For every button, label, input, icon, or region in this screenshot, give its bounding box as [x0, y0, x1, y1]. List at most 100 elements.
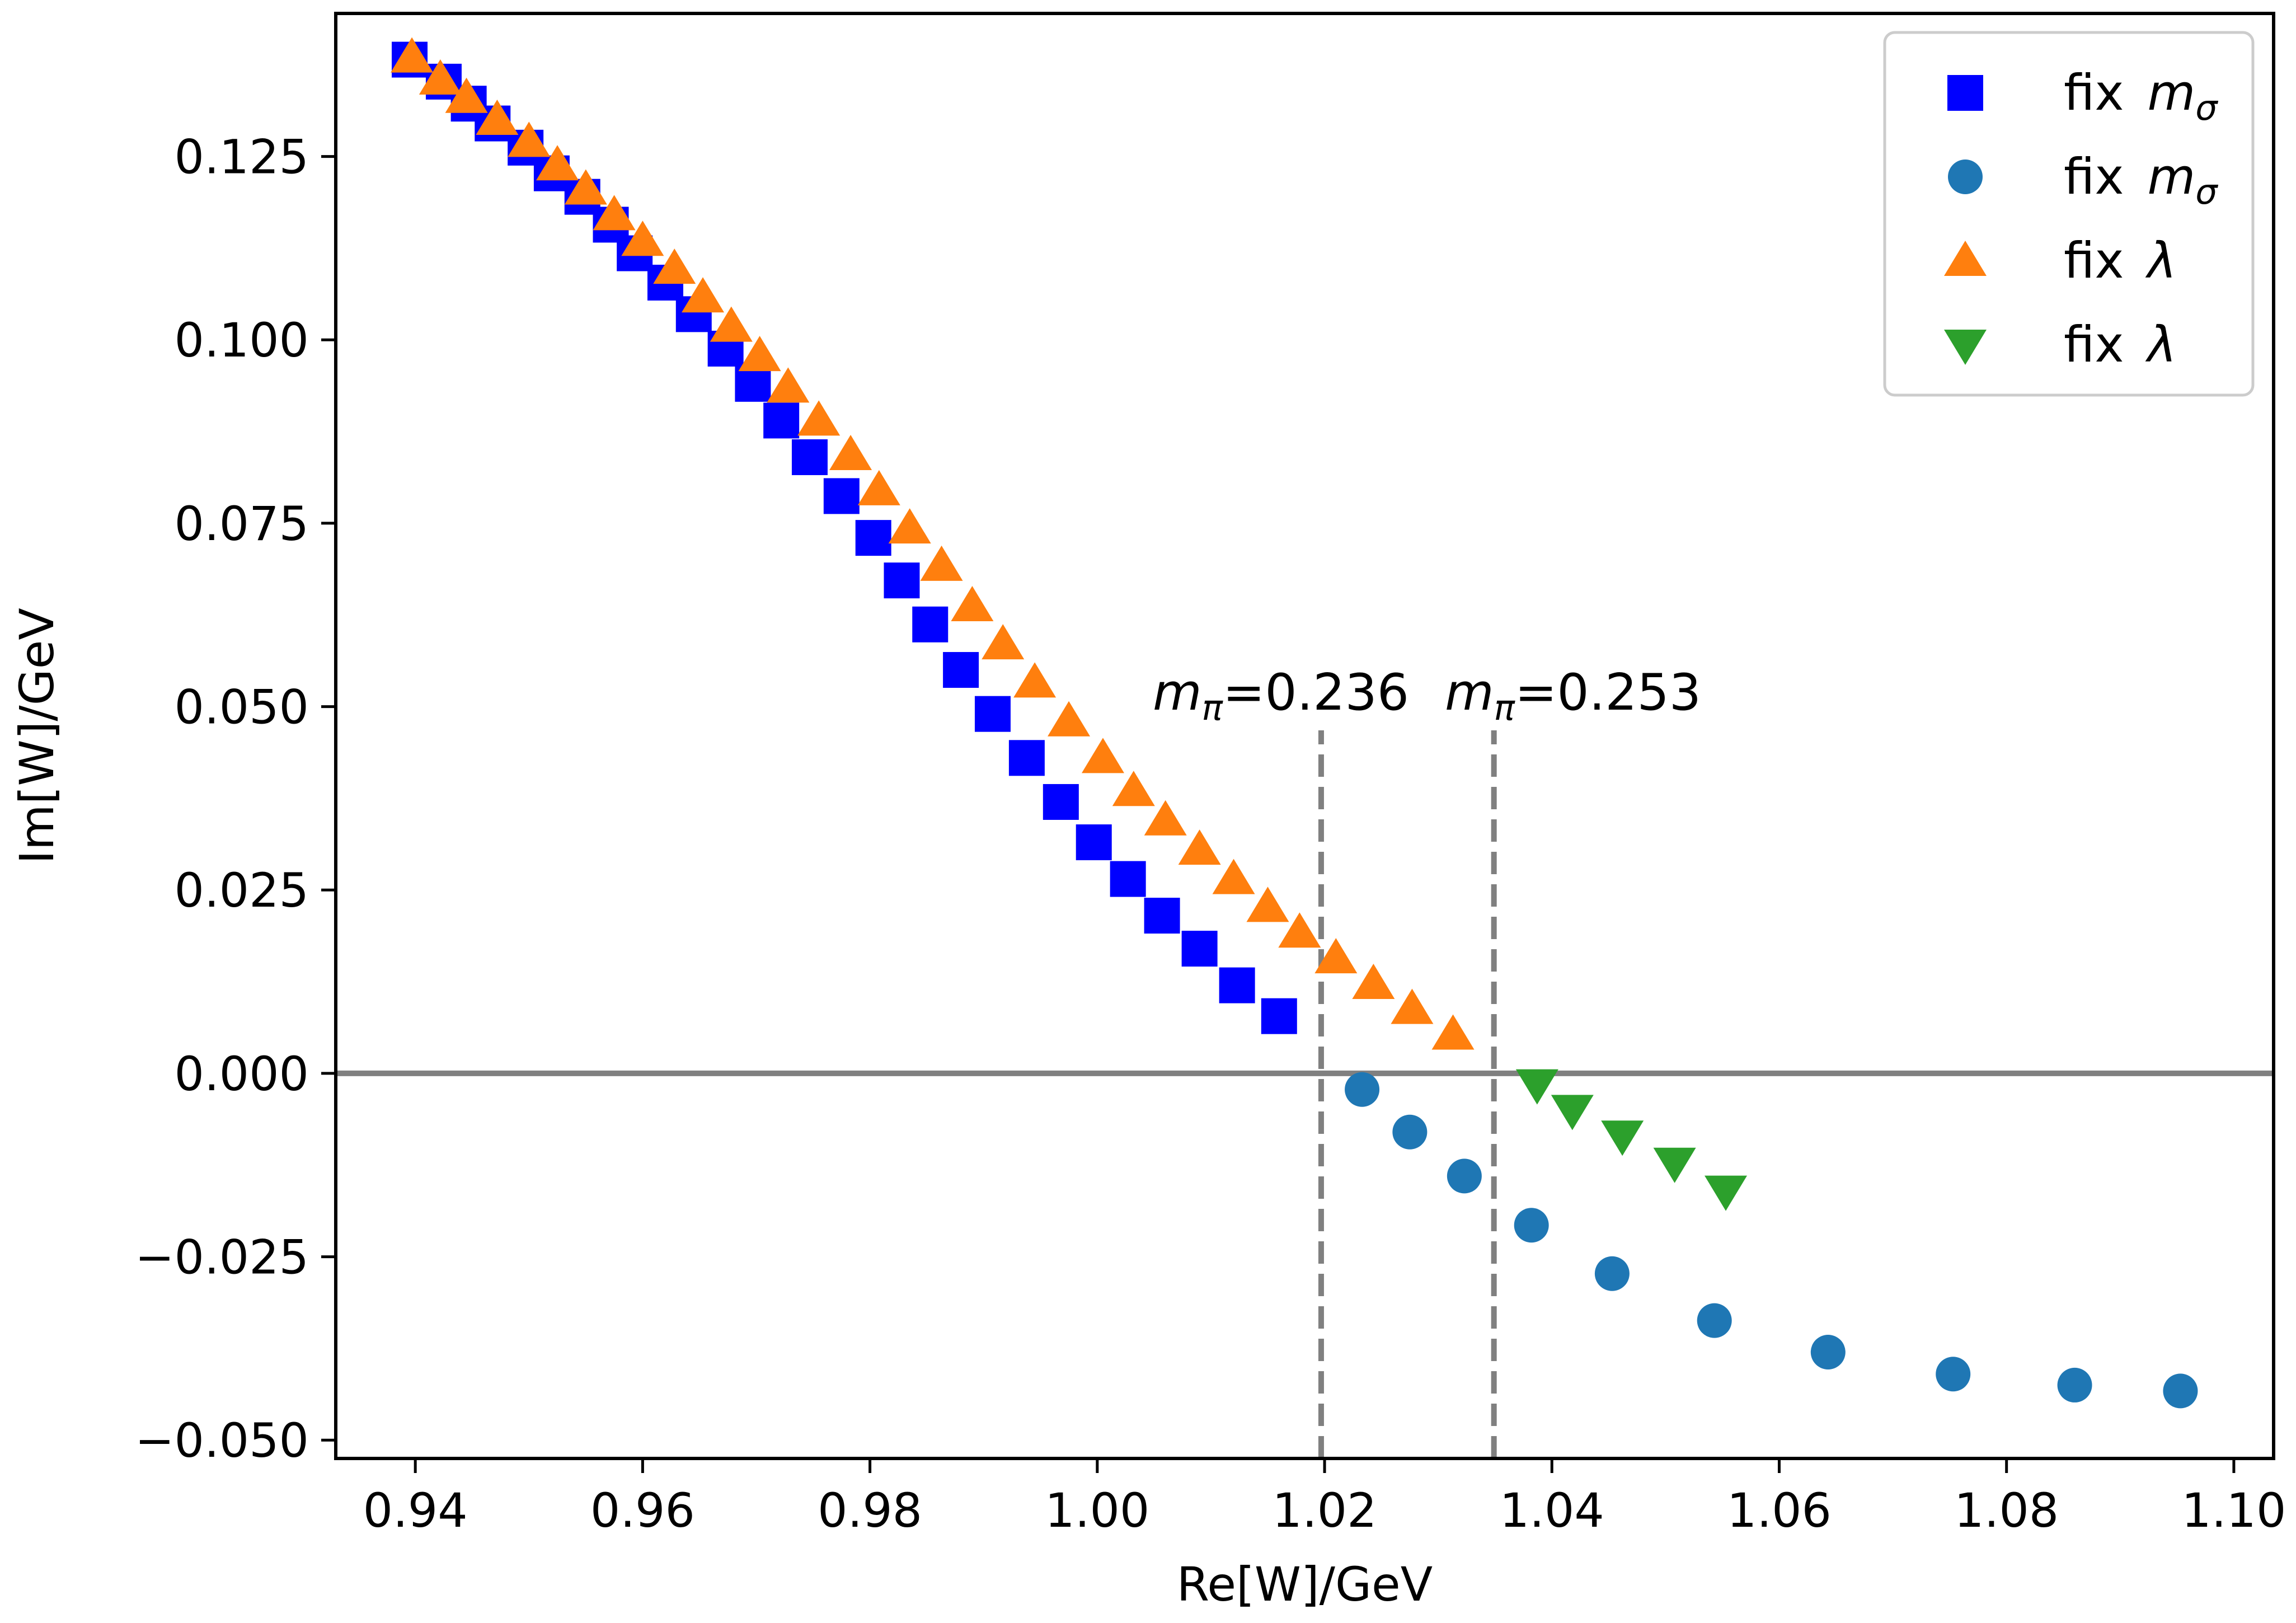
series-1-point [791, 439, 828, 475]
legend-label-symbol: λ [2145, 316, 2176, 373]
series-1-point [1076, 824, 1112, 861]
series-1-point [1261, 998, 1297, 1034]
series-3-point [982, 624, 1025, 660]
series-1-point [855, 520, 891, 556]
series-3-point [1144, 800, 1187, 836]
y-tick-label: 0.050 [175, 680, 309, 735]
threshold-label-value: =0.253 [1515, 663, 1701, 722]
series-3-point [653, 248, 696, 284]
series-1 [392, 41, 1297, 1034]
threshold-label-1: mπ=0.236 [1153, 663, 1409, 728]
series-1-point [1144, 898, 1180, 934]
legend-label-text: fix [2064, 148, 2139, 205]
legend-label-2: fix mσ [2064, 148, 2218, 212]
data-markers [391, 37, 2198, 1409]
legend-marker-3 [1944, 241, 1987, 276]
series-3-point [476, 100, 519, 135]
x-tick-label: 1.00 [1045, 1483, 1149, 1538]
threshold-label-symbol: m [1445, 663, 1494, 722]
series-2-point [1514, 1208, 1549, 1243]
series-3-point [445, 77, 488, 113]
series-2-point [1810, 1334, 1846, 1369]
series-2-point [1936, 1357, 1971, 1392]
series-4 [1515, 1069, 1748, 1211]
series-2-point [1345, 1072, 1380, 1107]
series-1-point [912, 606, 949, 642]
legend-label-subscript: σ [2195, 171, 2218, 212]
x-axis-label: Re[W]/GeV [1177, 1557, 1433, 1612]
series-4-point [1601, 1120, 1644, 1156]
series-1-point [943, 652, 979, 688]
series-3-point [621, 221, 664, 256]
x-tick-label: 1.08 [1954, 1483, 2059, 1538]
y-tick-label: 0.075 [175, 496, 309, 551]
series-3-point [536, 145, 579, 181]
threshold-label-subscript: π [1202, 687, 1224, 728]
threshold-label-symbol: m [1153, 663, 1202, 722]
series-2 [1345, 1072, 2198, 1409]
annotations: mπ=0.236 mπ=0.253 [1153, 663, 1701, 728]
series-3 [391, 37, 1475, 1050]
legend-label-text: fix [2064, 232, 2139, 289]
series-1-point [735, 365, 771, 402]
y-tick-label: 0.125 [175, 130, 309, 185]
legend-marker-2 [1948, 160, 1983, 194]
series-4-point [1551, 1095, 1594, 1131]
series-2-point [1594, 1256, 1630, 1291]
x-tick-label: 1.06 [1727, 1483, 1832, 1538]
legend-label-subscript: σ [2195, 87, 2218, 128]
series-3-point [1246, 886, 1289, 922]
series-1-point [1110, 861, 1146, 897]
series-3-point [593, 195, 636, 231]
legend-label-text: fix [2064, 64, 2139, 121]
series-3-point [1391, 988, 1434, 1024]
threshold-label-value: =0.236 [1223, 663, 1409, 722]
reference-lines [336, 730, 2274, 1458]
series-3-point [920, 545, 963, 581]
series-3-point [1278, 912, 1321, 948]
threshold-label-subscript: π [1494, 687, 1516, 728]
legend-box [1883, 31, 2255, 397]
series-3-point [767, 367, 810, 403]
series-4-point [1653, 1147, 1696, 1183]
x-tick-label: 0.96 [590, 1483, 695, 1538]
series-1-point [1043, 784, 1079, 820]
series-1-point [1181, 931, 1218, 967]
y-tick-label: −0.025 [135, 1230, 309, 1285]
series-3-point [564, 169, 607, 205]
series-2-point [2163, 1373, 2198, 1409]
series-3-point [888, 508, 931, 544]
series-1-point [1008, 740, 1045, 776]
series-3-point [682, 277, 725, 313]
series-3-point [1431, 1014, 1475, 1050]
x-tick-label: 0.94 [363, 1483, 468, 1538]
series-3-point [1178, 829, 1221, 865]
series-3-point [508, 121, 551, 157]
y-tick-label: −0.050 [135, 1413, 309, 1468]
series-3-point [951, 586, 994, 622]
legend-marker-4 [1944, 330, 1987, 365]
legend-label-3: fix λ [2064, 232, 2177, 289]
y-tick-label: 0.000 [175, 1047, 309, 1101]
series-3-point [1314, 938, 1358, 974]
legend-label-text: fix [2064, 316, 2139, 373]
series-3-point [1352, 964, 1395, 1000]
series-3-point [391, 37, 434, 73]
series-3-point [1013, 662, 1057, 698]
x-tick-label: 0.98 [818, 1483, 922, 1538]
axes: 0.94 0.96 0.98 1.00 1.02 1.04 1.06 1.08 1.10 −0.0… [10, 12, 2286, 1612]
x-tick-label: 1.04 [1500, 1483, 1604, 1538]
series-1-point [974, 696, 1011, 732]
series-1-point [823, 478, 860, 514]
y-tick-label: 0.025 [175, 863, 309, 918]
series-4-point [1515, 1069, 1558, 1105]
series-1-point [1219, 967, 1255, 1003]
series-3-point [829, 435, 872, 471]
legend-label-4: fix λ [2064, 316, 2177, 373]
series-3-point [857, 470, 900, 505]
series-4-point [1705, 1175, 1748, 1211]
series-3-point [1048, 701, 1091, 737]
x-tick-label: 1.10 [2181, 1483, 2286, 1538]
